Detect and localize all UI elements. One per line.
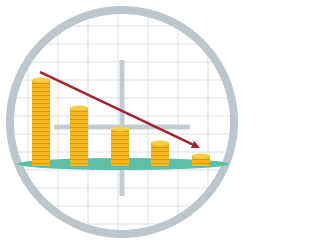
coin-top — [151, 141, 169, 146]
coin-stack — [70, 108, 88, 166]
coin-stack — [32, 80, 50, 166]
illustration — [0, 0, 254, 244]
coin-top — [70, 106, 88, 111]
page — [0, 0, 254, 244]
coin-top — [192, 154, 210, 159]
coin-stack — [111, 129, 129, 166]
coin-top — [111, 127, 129, 132]
coin-top — [32, 78, 50, 83]
coin-stack — [151, 143, 169, 166]
